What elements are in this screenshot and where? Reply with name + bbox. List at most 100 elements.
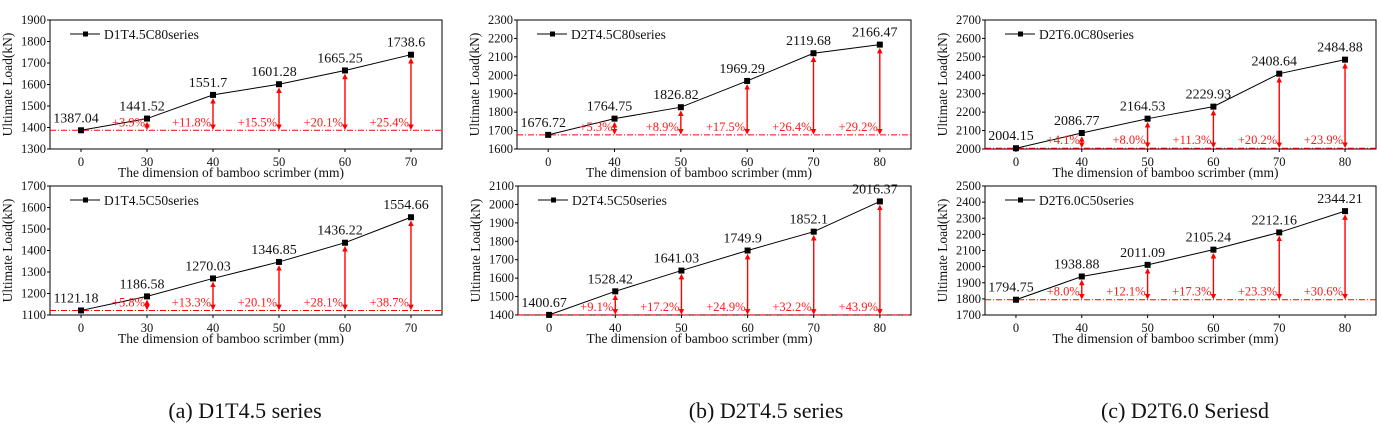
increase-percent-label: +30.6%	[1304, 285, 1343, 299]
y-axis-title: Ultimate Load(kN)	[935, 33, 950, 137]
data-value-label: 1387.04	[53, 111, 99, 126]
caption-c: (c) D2T6.0 Seriesd	[1101, 398, 1269, 423]
data-value-label: 2016.37	[852, 182, 898, 197]
y-tick-label: 1300	[21, 265, 46, 279]
data-value-label: 2344.21	[1317, 192, 1363, 207]
increase-percent-label: +17.3%	[1172, 285, 1211, 299]
plot-frame	[517, 185, 912, 316]
y-tick-label: 1700	[956, 308, 981, 322]
increase-percent-label: +25.4%	[370, 115, 409, 129]
chart-panel-3: 1100 1200 1300 1400 1500 1600 1700 0 30 40 50 60 70 T…	[0, 179, 443, 346]
y-tick-label: 2300	[956, 211, 981, 225]
y-tick-label: 1400	[489, 308, 514, 322]
chart-panel-0: 1300 1400 1500 1600 1700 1800 1900 0 30 40 50 60 70 T…	[0, 13, 443, 180]
x-tick-label: 30	[141, 155, 154, 169]
increase-percent-label: +11.8%	[172, 115, 211, 129]
data-value-label: 1852.1	[789, 213, 828, 228]
increase-percent-label: +26.4%	[772, 120, 811, 134]
data-value-label: 2229.93	[1186, 88, 1232, 103]
legend-label: D1T4.5C80series	[104, 27, 199, 42]
increase-percent-label: +8.0%	[1112, 133, 1145, 147]
x-axis-title: The dimension of bamboo scrimber (mm)	[586, 165, 812, 180]
x-tick-label: 60	[1207, 155, 1220, 169]
data-point	[744, 77, 751, 84]
data-value-label: 1554.66	[383, 198, 429, 213]
y-tick-label: 2600	[956, 31, 981, 45]
y-tick-label: 2200	[956, 227, 981, 241]
y-tick-label: 2400	[956, 68, 981, 82]
data-value-label: 1400.67	[521, 296, 567, 311]
x-tick-label: 60	[339, 321, 352, 335]
increase-percent-label: +17.5%	[706, 120, 745, 134]
data-point	[210, 275, 217, 282]
data-value-label: 1665.25	[317, 51, 363, 66]
series-line	[548, 200, 881, 316]
x-tick-label: 40	[1076, 155, 1089, 169]
data-value-label: 1346.85	[251, 243, 297, 258]
chart-panel-5: 1700 1800 1900 2000 2100 2200 2300 2400 2500 0 40 5…	[935, 179, 1377, 346]
y-tick-label: 1800	[489, 234, 514, 248]
x-tick-label: 70	[405, 321, 418, 335]
y-tick-label: 1100	[21, 308, 46, 322]
increase-percent-label: +15.5%	[238, 115, 277, 129]
y-tick-label: 2100	[956, 244, 981, 258]
y-tick-label: 1600	[21, 78, 46, 92]
increase-percent-label: +20.2%	[1238, 133, 1277, 147]
data-value-label: 1826.82	[653, 88, 699, 103]
data-value-label: 2164.53	[1120, 100, 1166, 115]
data-value-label: 2004.15	[988, 129, 1034, 144]
data-point	[1012, 296, 1019, 303]
legend-marker	[83, 31, 88, 37]
y-tick-label: 2400	[956, 195, 981, 209]
y-tick-label: 2500	[956, 179, 981, 193]
y-tick-label: 2300	[488, 13, 513, 27]
x-axis-title: The dimension of bamboo scrimber (mm)	[118, 165, 344, 180]
x-tick-label: 70	[1273, 321, 1286, 335]
increase-percent-label: +12.1%	[1106, 285, 1145, 299]
y-tick-label: 1300	[21, 142, 46, 156]
legend-label: D2T4.5C80series	[571, 27, 666, 42]
data-point	[1210, 246, 1217, 253]
data-value-label: 2119.68	[786, 34, 831, 49]
increase-percent-label: +32.2%	[772, 300, 811, 314]
x-tick-label: 0	[546, 321, 552, 335]
y-tick-label: 1700	[489, 253, 514, 267]
data-point	[341, 239, 348, 246]
data-value-label: 1749.9	[723, 232, 762, 247]
data-value-label: 2105.24	[1186, 231, 1232, 246]
series-line	[80, 54, 412, 131]
data-point	[407, 214, 414, 221]
data-point	[810, 50, 817, 57]
y-tick-label: 1700	[21, 179, 46, 193]
y-tick-label: 1800	[956, 292, 981, 306]
y-tick-label: 2200	[956, 105, 981, 119]
series-line	[80, 216, 412, 311]
y-tick-label: 1800	[488, 105, 513, 119]
y-tick-label: 2100	[488, 50, 513, 64]
y-tick-label: 1900	[489, 216, 514, 230]
x-tick-label: 60	[741, 321, 754, 335]
legend-label: D1T4.5C50series	[104, 193, 199, 208]
chart-panel-2: 2000 2100 2200 2300 2400 2500 2600 2700 0 40 50 60 7…	[935, 13, 1377, 180]
chart-panel-1: 1600 1700 1800 1900 2000 2100 2200 2300 0 40 50 60 7…	[467, 13, 912, 180]
caption-a: (a) D1T4.5 series	[168, 398, 321, 423]
data-value-label: 1441.52	[119, 100, 165, 115]
data-point	[1210, 103, 1217, 110]
data-point	[1342, 56, 1349, 63]
x-tick-label: 70	[405, 155, 418, 169]
y-tick-label: 1600	[488, 142, 513, 156]
x-tick-label: 40	[608, 155, 621, 169]
increase-percent-label: +38.7%	[370, 295, 409, 309]
data-point	[1342, 208, 1349, 215]
data-point	[1276, 229, 1283, 236]
data-point	[1144, 115, 1151, 122]
data-point	[678, 267, 685, 274]
data-value-label: 2484.88	[1317, 41, 1363, 56]
data-point	[744, 247, 751, 254]
data-point	[78, 127, 85, 134]
data-point	[1144, 261, 1151, 268]
y-axis-title: Ultimate Load(kN)	[468, 199, 483, 303]
legend-marker	[1018, 31, 1023, 37]
x-tick-label: 0	[78, 155, 84, 169]
plot-frame	[984, 19, 1377, 150]
